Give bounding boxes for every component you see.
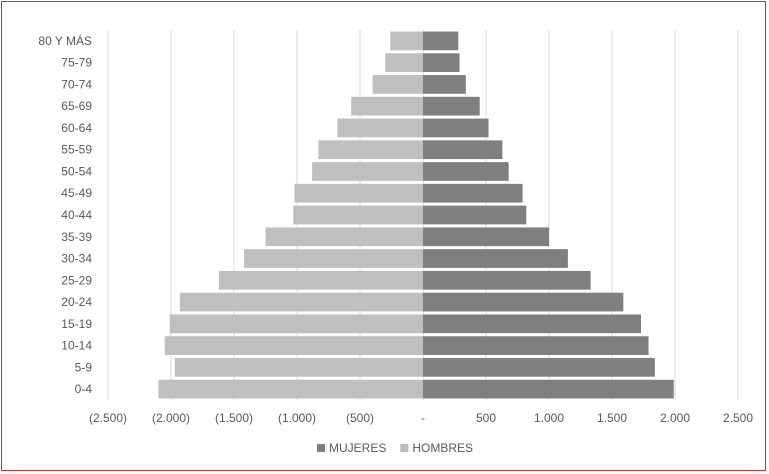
mujeres-bar	[423, 379, 674, 399]
y-tick-label: 15-19	[61, 317, 92, 331]
legend-label: MUJERES	[329, 441, 386, 455]
mujeres-bar	[423, 270, 591, 290]
x-tick-label: (1.000)	[278, 411, 316, 425]
y-tick-label: 70-74	[61, 77, 92, 91]
x-tick-label: 500	[476, 411, 496, 425]
y-tick-label: 5-9	[75, 360, 93, 374]
hombres-bar	[158, 379, 423, 399]
legend-label: HOMBRES	[412, 441, 473, 455]
hombres-bar	[179, 292, 423, 312]
mujeres-bar	[423, 183, 523, 203]
mujeres-bar	[423, 140, 503, 160]
mujeres-bar	[423, 336, 649, 355]
mujeres-bar	[423, 75, 466, 94]
mujeres-bar	[423, 357, 655, 377]
hombres-bar	[244, 249, 423, 268]
hombres-bar	[294, 183, 423, 203]
y-tick-label: 10-14	[61, 339, 92, 353]
legend-swatch	[400, 444, 409, 452]
x-tick-label: (2.500)	[89, 411, 127, 425]
hombres-bar	[312, 162, 423, 181]
hombres-bar	[385, 53, 423, 73]
y-axis-labels: 80 Y MÁS 75-79 70-74 65-69 60-64 55-59 50-54 45…	[38, 33, 92, 396]
x-tick-label: (2.000)	[152, 411, 190, 425]
x-tick-label: 1.000	[534, 411, 564, 425]
mujeres-bar	[423, 227, 549, 247]
bars	[158, 31, 674, 399]
hombres-bar	[174, 357, 423, 377]
y-tick-label: 65-69	[61, 99, 92, 113]
x-tick-label: (1.500)	[215, 411, 253, 425]
y-tick-label: 25-29	[61, 273, 92, 287]
y-tick-label: 80 Y MÁS	[38, 33, 92, 48]
hombres-bar	[318, 140, 423, 160]
hombres-bar	[351, 96, 423, 116]
y-tick-label: 55-59	[61, 143, 92, 157]
y-tick-label: 60-64	[61, 121, 92, 135]
x-tick-label: 2.000	[660, 411, 690, 425]
y-tick-label: 40-44	[61, 208, 92, 222]
mujeres-bar	[423, 292, 624, 312]
x-axis-labels: (2.500) (2.000) (1.500) (1.000) (500) - 500 1.0…	[89, 411, 753, 425]
y-tick-label: 45-49	[61, 186, 92, 200]
y-tick-label: 0-4	[75, 382, 93, 396]
y-tick-label: 50-54	[61, 164, 92, 178]
hombres-bar	[169, 314, 423, 334]
hombres-bar	[337, 118, 423, 138]
hombres-bar	[372, 75, 423, 94]
y-tick-label: 75-79	[61, 56, 92, 70]
y-tick-label: 20-24	[61, 295, 92, 309]
mujeres-bar	[423, 31, 459, 51]
mujeres-bar	[423, 249, 568, 268]
hombres-bar	[164, 336, 423, 355]
mujeres-bar	[423, 162, 509, 181]
hombres-bar	[390, 31, 423, 51]
legend: MUJERES HOMBRES	[317, 441, 473, 455]
hombres-bar	[293, 205, 423, 225]
hombres-bar	[265, 227, 423, 247]
y-tick-label: 30-34	[61, 252, 92, 266]
x-tick-label: 2.500	[723, 411, 753, 425]
hombres-bar	[218, 270, 423, 290]
mujeres-bar	[423, 118, 489, 138]
x-tick-label: (500)	[346, 411, 374, 425]
mujeres-bar	[423, 314, 641, 334]
mujeres-bar	[423, 205, 527, 225]
mujeres-bar	[423, 96, 480, 116]
legend-swatch	[317, 444, 325, 452]
x-tick-label: 1.500	[597, 411, 627, 425]
x-tick-label: -	[421, 411, 425, 425]
mujeres-bar	[423, 53, 460, 73]
y-tick-label: 35-39	[61, 230, 92, 244]
